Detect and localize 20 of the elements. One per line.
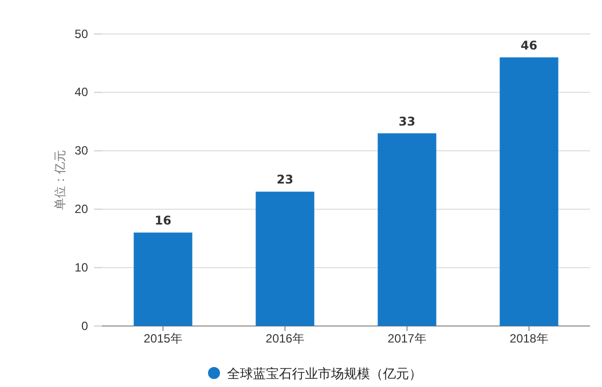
data-label: 33 [398,114,416,128]
y-tick-label: 50 [74,26,88,41]
bar [134,232,192,326]
x-tick-label: 2015年 [144,332,182,346]
y-tick-label: 40 [74,85,88,100]
bar [500,57,558,326]
y-tick-label: 10 [74,260,88,274]
x-tick-label: 2016年 [266,332,304,346]
y-tick-label: 30 [74,144,88,158]
y-tick-label: 0 [81,318,88,333]
data-label: 23 [276,172,294,187]
x-tick-label: 2018年 [510,332,548,346]
bar [256,192,314,326]
data-label: 46 [520,38,538,52]
bar [378,133,436,326]
data-label: 16 [154,214,172,228]
x-tick-label: 2017年 [388,332,426,346]
legend-label: 全球蓝宝石行业市场规模（亿元） [227,366,422,382]
y-tick-label: 20 [74,202,88,216]
y-axis-title: 单位：亿元 [53,150,67,210]
